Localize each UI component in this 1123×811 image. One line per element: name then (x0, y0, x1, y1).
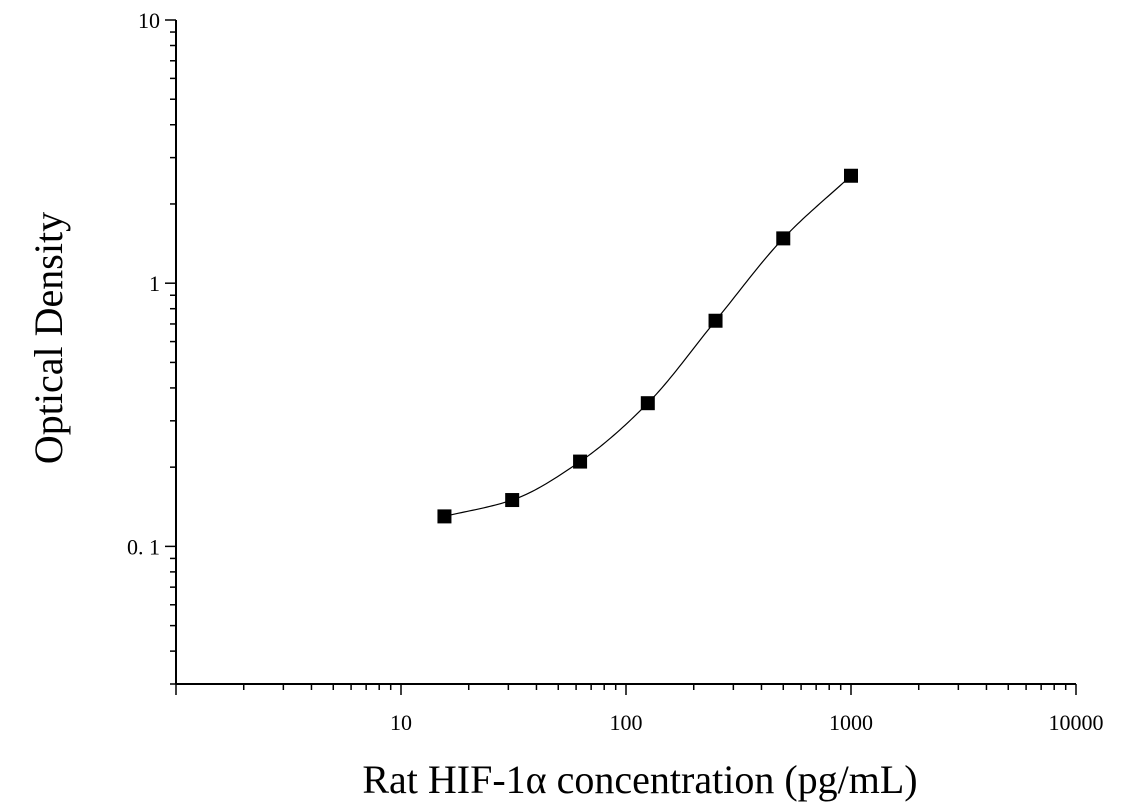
y-tick-label: 10 (138, 8, 160, 33)
data-point (573, 454, 588, 469)
data-point (844, 168, 858, 183)
data-point (505, 493, 520, 508)
y-tick-label: 1 (149, 271, 160, 296)
y-tick-label: 0. 1 (127, 534, 160, 559)
x-axis-title: Rat HIF-1α concentration (pg/mL) (362, 757, 917, 802)
data-point (640, 396, 655, 411)
fit-curve (444, 175, 852, 517)
data-point (437, 509, 452, 524)
data-points (437, 168, 858, 524)
x-tick-label: 1000 (829, 710, 873, 735)
axes: 10 100 1000 10000 0. 1 1 10 (127, 8, 1104, 735)
fit-curve-layer (444, 175, 852, 517)
y-axis-title: Optical Density (26, 212, 71, 464)
data-point (776, 231, 791, 246)
x-tick-label: 10000 (1049, 710, 1104, 735)
x-tick-label: 10 (390, 710, 412, 735)
data-point (708, 313, 723, 328)
x-tick-label: 100 (610, 710, 643, 735)
